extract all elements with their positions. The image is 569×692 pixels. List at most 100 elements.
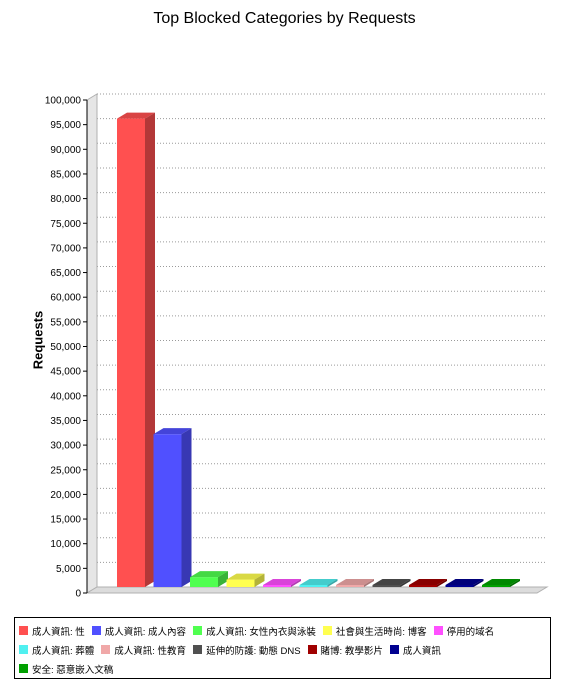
y-tick-label: 60,000 (50, 293, 81, 304)
bar-side (291, 579, 301, 587)
bar (445, 579, 484, 587)
bar-front (299, 585, 328, 587)
bar-front (336, 585, 364, 587)
legend-item: 成人資訊: 性 (19, 624, 85, 638)
bar (117, 112, 155, 588)
legend-item: 社會與生活時尚: 博客 (322, 624, 427, 638)
y-tick-label: 25,000 (50, 465, 81, 476)
legend-item: 成人資訊: 性教育 (101, 643, 186, 657)
bar-side (364, 579, 374, 587)
left-wall (86, 93, 98, 594)
y-tick-label: 0 (75, 589, 81, 600)
y-tick-label: 15,000 (50, 515, 81, 526)
bar-front (482, 585, 510, 587)
bar-side (218, 571, 228, 587)
y-tick-label: 90,000 (50, 145, 81, 156)
bar (336, 579, 374, 587)
legend-label: 成人資訊: 成人內容 (104, 626, 187, 638)
bar (153, 428, 192, 587)
y-tick-label: 75,000 (50, 219, 81, 230)
y-tick-label: 100,000 (45, 96, 82, 107)
legend-item: 成人資訊: 葬體 (19, 643, 94, 657)
legend-row: 安全: 惡意嵌入文稿 (19, 659, 546, 678)
y-tick-label: 95,000 (50, 120, 81, 131)
bar-side (181, 428, 192, 587)
bar-front (190, 577, 218, 587)
legend-swatch (193, 626, 203, 635)
bar-top (153, 428, 192, 435)
legend-label: 賭博: 教學影片 (320, 645, 383, 657)
legend-item: 延伸的防護: 動態 DNS (193, 643, 301, 657)
legend-swatch (19, 664, 28, 673)
y-tick-label: 70,000 (50, 243, 81, 254)
bar-top (336, 579, 374, 585)
legend-label: 安全: 惡意嵌入文稿 (32, 664, 114, 676)
legend-swatch (101, 645, 111, 654)
bar-front (226, 579, 255, 587)
bar-top (117, 112, 155, 119)
bar-front (117, 118, 145, 588)
bar (372, 579, 411, 587)
bar-side (400, 579, 411, 587)
legend-item: 安全: 惡意嵌入文稿 (19, 662, 113, 676)
y-tick-label: 35,000 (50, 416, 81, 427)
legend-item: 停用的域名 (433, 624, 495, 638)
bar-front (445, 585, 474, 587)
y-tick-label: 65,000 (50, 268, 81, 279)
legend-swatch (19, 626, 28, 635)
bar-side (327, 579, 338, 587)
bar-front (263, 585, 291, 587)
legend-swatch (307, 645, 317, 654)
bar-side (510, 579, 520, 587)
legend-item: 成人資訊: 女性內衣與泳裝 (193, 624, 316, 638)
legend-label: 成人資訊: 葬體 (32, 645, 95, 657)
legend-label: 延伸的防護: 動態 DNS (206, 645, 301, 657)
y-tick-label: 20,000 (50, 490, 81, 501)
legend-row: 成人資訊: 性 成人資訊: 成人內容 成人資訊: 女性內衣與泳裝 社會與生活時尚: 博… (19, 621, 546, 640)
bar-front (153, 434, 182, 587)
bar-side (437, 579, 447, 587)
bar-top (409, 579, 447, 585)
legend-row: 成人資訊: 葬體 成人資訊: 性教育 延伸的防護: 動態 DNS 賭博: 教學影片 成人… (19, 640, 546, 659)
y-tick-label: 5,000 (56, 564, 81, 575)
legend-item: 賭博: 教學影片 (307, 643, 383, 657)
bar (299, 579, 338, 587)
bar-side (254, 573, 265, 587)
y-tick-label: 30,000 (50, 441, 81, 452)
bar-top (190, 571, 228, 578)
legend-label: 成人資訊: 性 (32, 626, 85, 638)
bar-front (372, 585, 401, 587)
legend-item: 成人資訊: 成人內容 (91, 624, 187, 638)
bar-side (473, 579, 484, 587)
legend-label: 停用的域名 (446, 626, 495, 638)
legend-swatch (193, 645, 203, 654)
bar-top (263, 579, 301, 585)
legend-item: 成人資訊 (389, 643, 441, 657)
bar-front (409, 585, 437, 587)
y-tick-label: 10,000 (50, 539, 81, 550)
legend-label: 成人資訊: 女性內衣與泳裝 (206, 626, 316, 638)
y-tick-label: 40,000 (50, 391, 81, 402)
chart-title: Top Blocked Categories by Requests (153, 10, 416, 27)
legend-swatch (433, 626, 443, 635)
bar-top (299, 579, 338, 585)
bar-top (445, 579, 484, 585)
y-tick-label: 45,000 (50, 367, 81, 378)
legend-swatch (91, 626, 101, 635)
floor (85, 586, 549, 594)
bar (226, 573, 265, 587)
legend-label: 成人資訊: 性教育 (114, 645, 187, 657)
legend-label: 社會與生活時尚: 博客 (335, 626, 427, 638)
legend-swatch (322, 626, 332, 635)
bar-top (372, 579, 411, 585)
bar (190, 571, 228, 587)
bar-top (226, 573, 265, 580)
bar-top (482, 579, 520, 585)
y-tick-label: 50,000 (50, 342, 81, 353)
bar-chart: 0 5,000 10,000 15,000 20,000 25,000 30,000 35,0… (45, 93, 549, 600)
bar-side (145, 112, 155, 588)
bar (263, 579, 301, 587)
bar (409, 579, 447, 587)
bar (482, 579, 520, 587)
chart-legend: 成人資訊: 性 成人資訊: 成人內容 成人資訊: 女性內衣與泳裝 社會與生活時尚: 博… (14, 617, 551, 679)
